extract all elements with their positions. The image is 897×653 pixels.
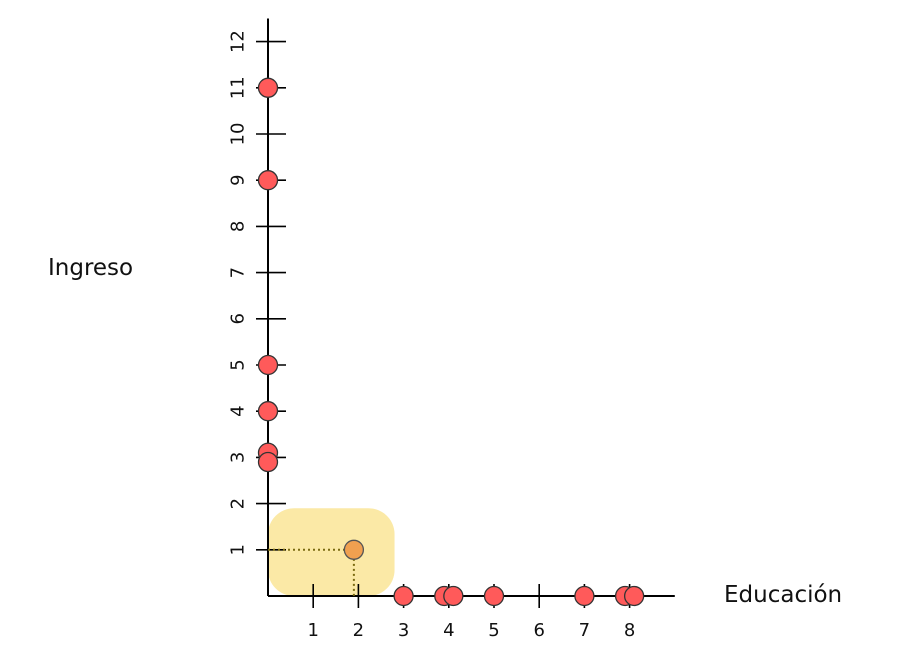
highlight-region: [268, 508, 395, 596]
y-tick-label-1: 1: [228, 544, 249, 555]
y-tick-label-3: 3: [228, 452, 249, 463]
y-tick-label-11: 11: [228, 76, 249, 99]
x-tick-label-4: 4: [443, 620, 454, 641]
x-axis-label: Educación: [724, 582, 843, 608]
y-tick-label-2: 2: [228, 498, 249, 509]
x-tick-label-1: 1: [307, 620, 318, 641]
data-point-9: [483, 585, 505, 607]
y-axis-label: Ingreso: [48, 255, 134, 281]
x-tick-label-3: 3: [398, 620, 409, 641]
y-tick-label-9: 9: [228, 174, 249, 185]
x-tick-label-5: 5: [488, 620, 499, 641]
y-tick-label-5: 5: [228, 359, 249, 370]
y-tick-label-7: 7: [228, 267, 249, 278]
y-tick-label-6: 6: [228, 313, 249, 324]
data-point-3: [257, 401, 279, 422]
y-tick-label-12: 12: [228, 30, 249, 53]
x-tick-label-8: 8: [624, 620, 635, 641]
y-tick-label-8: 8: [228, 221, 249, 232]
data-point-10: [574, 585, 595, 607]
x-tick-label-6: 6: [533, 620, 544, 641]
data-point-5: [257, 451, 279, 473]
y-tick-label-4: 4: [228, 405, 249, 416]
x-tick-label-2: 2: [353, 620, 364, 641]
x-tick-label-7: 7: [579, 620, 590, 641]
highlighted-point: [343, 539, 365, 560]
data-point-2: [257, 354, 279, 376]
data-point-8: [443, 585, 464, 607]
y-tick-label-10: 10: [228, 123, 249, 146]
data-point-6: [393, 585, 414, 607]
data-point-0: [257, 77, 279, 98]
data-point-12: [623, 585, 645, 607]
data-point-1: [257, 170, 279, 191]
